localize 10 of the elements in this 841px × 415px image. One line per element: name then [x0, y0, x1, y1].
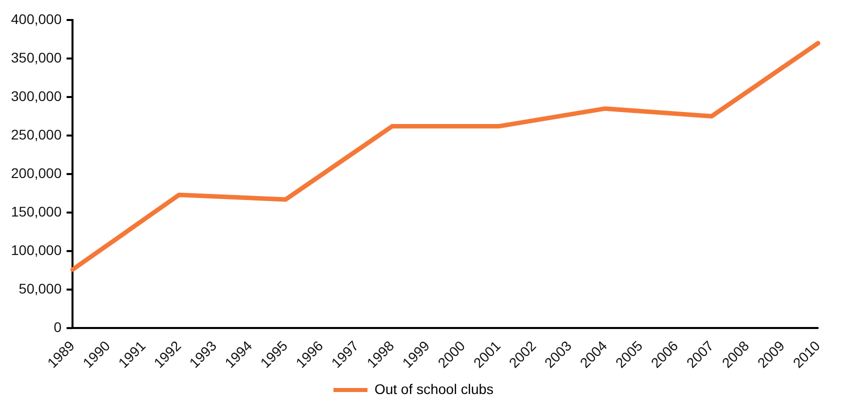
y-tick-label: 150,000 — [10, 203, 62, 220]
y-tick-label: 350,000 — [10, 49, 62, 66]
y-tick-label: 50,000 — [18, 280, 62, 296]
y-tick-label: 300,000 — [10, 88, 62, 104]
legend-label: Out of school clubs — [374, 380, 494, 397]
y-tick-label: 0 — [54, 318, 62, 335]
y-tick-label: 100,000 — [10, 242, 62, 258]
y-tick-label: 200,000 — [10, 164, 62, 181]
y-tick-label: 400,000 — [10, 10, 62, 27]
y-tick-label: 250,000 — [10, 126, 62, 142]
